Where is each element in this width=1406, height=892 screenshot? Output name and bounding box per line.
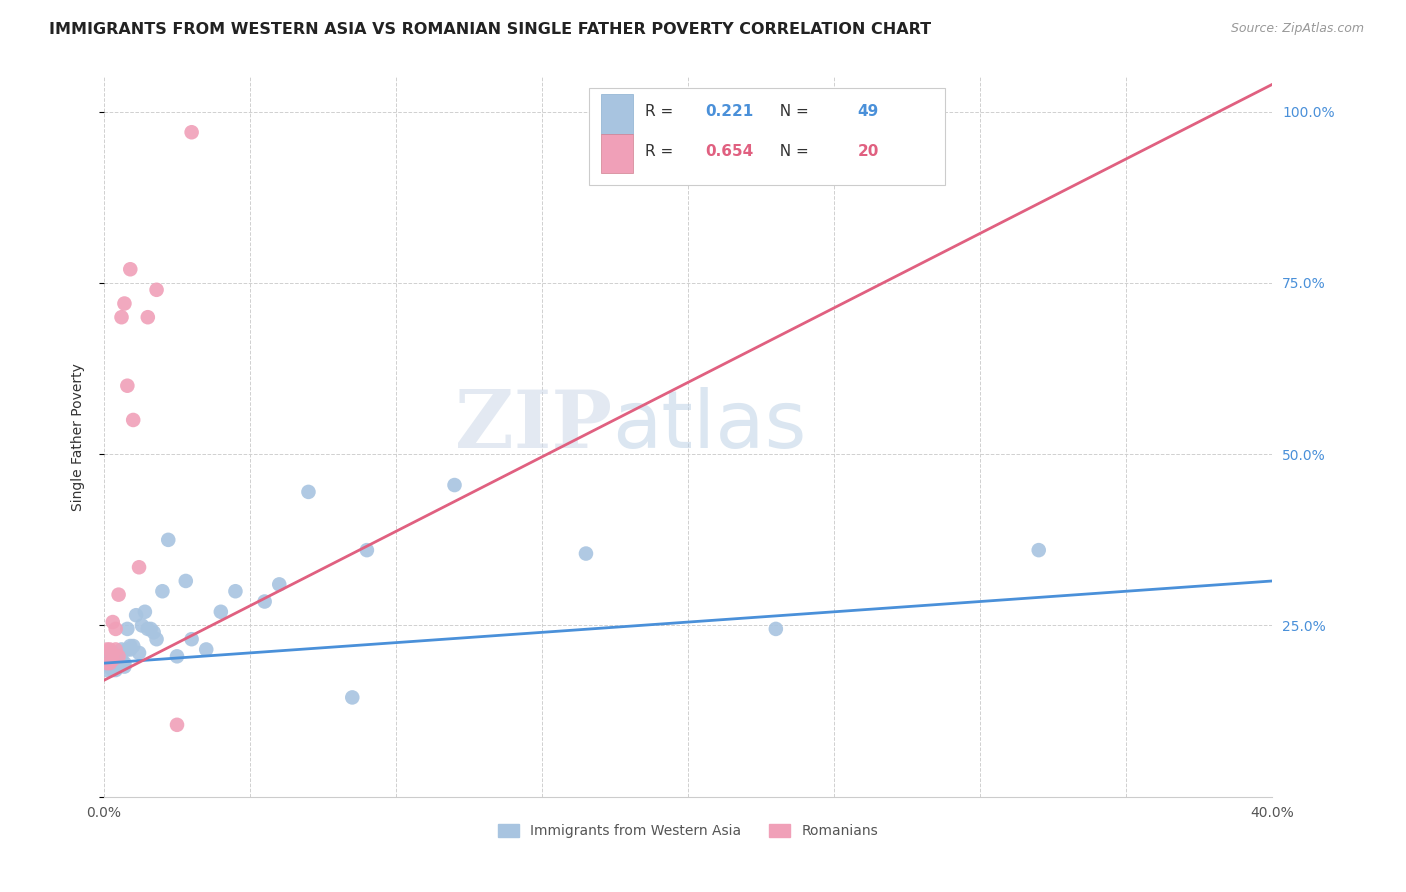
- Text: 0.221: 0.221: [706, 104, 754, 120]
- Point: [98, 653, 121, 667]
- Point: [122, 639, 145, 653]
- Point: [120, 262, 142, 277]
- Text: ZIP: ZIP: [456, 387, 612, 466]
- Point: [180, 632, 202, 647]
- Point: [98, 642, 121, 657]
- Point: [443, 478, 465, 492]
- Point: [120, 639, 142, 653]
- Point: [117, 378, 139, 392]
- Point: [96, 656, 118, 670]
- Point: [107, 649, 129, 664]
- Point: [96, 642, 118, 657]
- Point: [136, 622, 159, 636]
- Point: [157, 533, 180, 547]
- Text: N =: N =: [770, 104, 814, 120]
- Point: [174, 574, 197, 588]
- FancyBboxPatch shape: [589, 88, 945, 186]
- Point: [125, 608, 148, 623]
- Bar: [600, 94, 633, 134]
- Point: [101, 663, 124, 677]
- Point: [98, 659, 121, 673]
- Point: [101, 656, 124, 670]
- Point: [114, 656, 136, 670]
- Point: [104, 656, 127, 670]
- Point: [269, 577, 291, 591]
- Point: [152, 584, 174, 599]
- Text: 0.654: 0.654: [706, 144, 754, 159]
- Point: [107, 656, 129, 670]
- Point: [765, 622, 787, 636]
- Point: [98, 656, 121, 670]
- Point: [145, 632, 167, 647]
- Point: [101, 653, 124, 667]
- Point: [96, 663, 118, 677]
- Point: [134, 605, 156, 619]
- Point: [209, 605, 232, 619]
- Point: [114, 296, 136, 310]
- Text: 49: 49: [858, 104, 879, 120]
- Bar: [600, 134, 633, 173]
- Point: [101, 646, 124, 660]
- Point: [110, 310, 132, 325]
- Text: R =: R =: [645, 104, 678, 120]
- Point: [104, 642, 127, 657]
- Point: [110, 642, 132, 657]
- Point: [122, 413, 145, 427]
- Point: [120, 642, 142, 657]
- Point: [166, 718, 188, 732]
- Y-axis label: Single Father Poverty: Single Father Poverty: [72, 363, 86, 511]
- Point: [1028, 543, 1050, 558]
- Point: [342, 690, 364, 705]
- Point: [101, 653, 124, 667]
- Point: [253, 594, 276, 608]
- Point: [145, 283, 167, 297]
- Point: [104, 649, 127, 664]
- Point: [136, 310, 159, 325]
- Point: [180, 125, 202, 139]
- Legend: Immigrants from Western Asia, Romanians: Immigrants from Western Asia, Romanians: [494, 819, 883, 844]
- Point: [107, 659, 129, 673]
- Point: [117, 622, 139, 636]
- Text: Source: ZipAtlas.com: Source: ZipAtlas.com: [1230, 22, 1364, 36]
- Point: [110, 653, 132, 667]
- Point: [575, 547, 598, 561]
- Point: [128, 560, 150, 574]
- Point: [166, 649, 188, 664]
- Text: R =: R =: [645, 144, 678, 159]
- Point: [104, 622, 127, 636]
- Point: [142, 625, 165, 640]
- Point: [101, 615, 124, 629]
- Point: [131, 618, 153, 632]
- Text: atlas: atlas: [612, 387, 807, 466]
- Point: [139, 622, 162, 636]
- Point: [195, 642, 218, 657]
- Point: [297, 484, 319, 499]
- Text: IMMIGRANTS FROM WESTERN ASIA VS ROMANIAN SINGLE FATHER POVERTY CORRELATION CHART: IMMIGRANTS FROM WESTERN ASIA VS ROMANIAN…: [49, 22, 931, 37]
- Point: [356, 543, 378, 558]
- Point: [224, 584, 246, 599]
- Point: [114, 659, 136, 673]
- Point: [107, 588, 129, 602]
- Point: [96, 656, 118, 670]
- Point: [128, 646, 150, 660]
- Point: [98, 649, 121, 664]
- Text: N =: N =: [770, 144, 814, 159]
- Point: [117, 642, 139, 657]
- Point: [107, 653, 129, 667]
- Point: [104, 663, 127, 677]
- Text: 20: 20: [858, 144, 879, 159]
